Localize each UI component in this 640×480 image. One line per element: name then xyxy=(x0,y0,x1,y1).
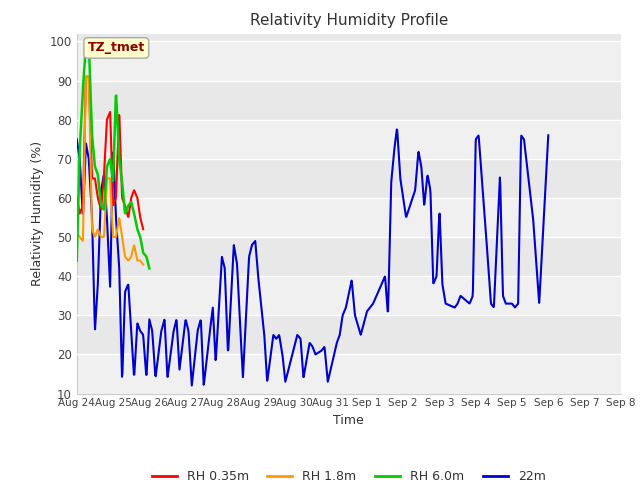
Y-axis label: Relativity Humidity (%): Relativity Humidity (%) xyxy=(31,141,44,286)
Legend: RH 0.35m, RH 1.8m, RH 6.0m, 22m: RH 0.35m, RH 1.8m, RH 6.0m, 22m xyxy=(147,465,551,480)
Bar xyxy=(77,354,621,394)
Title: Relativity Humidity Profile: Relativity Humidity Profile xyxy=(250,13,448,28)
Text: TZ_tmet: TZ_tmet xyxy=(88,41,145,54)
X-axis label: Time: Time xyxy=(333,414,364,427)
Bar xyxy=(77,120,621,159)
Bar xyxy=(77,41,621,81)
Bar xyxy=(77,276,621,315)
Bar xyxy=(77,198,621,237)
